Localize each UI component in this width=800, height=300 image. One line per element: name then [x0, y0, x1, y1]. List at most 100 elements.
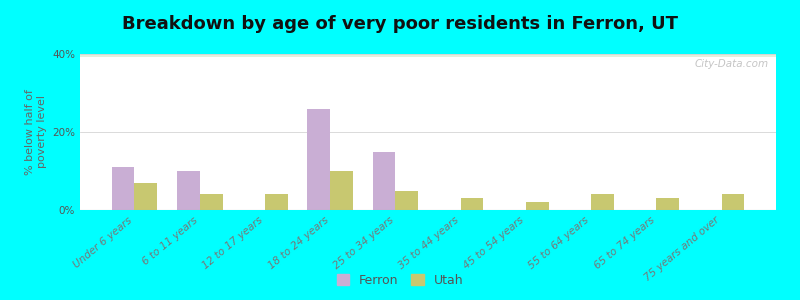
Bar: [80, 54, 776, 56]
Bar: [80, 55, 776, 56]
Bar: [80, 55, 776, 57]
Bar: [80, 55, 776, 57]
Bar: [80, 55, 776, 56]
Bar: [80, 56, 776, 57]
Bar: [80, 56, 776, 57]
Bar: [80, 54, 776, 56]
Bar: [80, 55, 776, 56]
Bar: [80, 56, 776, 57]
Bar: [80, 54, 776, 56]
Bar: [80, 54, 776, 56]
Bar: [80, 55, 776, 57]
Bar: [80, 54, 776, 56]
Bar: [80, 55, 776, 56]
Bar: [80, 56, 776, 57]
Bar: [80, 54, 776, 56]
Y-axis label: % below half of
poverty level: % below half of poverty level: [25, 89, 46, 175]
Bar: [80, 54, 776, 56]
Bar: [80, 56, 776, 57]
Bar: [80, 55, 776, 56]
Bar: [112, 167, 134, 210]
Legend: Ferron, Utah: Ferron, Utah: [333, 270, 467, 291]
Bar: [80, 55, 776, 56]
Bar: [80, 54, 776, 56]
Bar: [80, 55, 776, 56]
Bar: [80, 55, 776, 56]
Bar: [80, 55, 776, 56]
Bar: [80, 56, 776, 57]
Bar: [80, 54, 776, 56]
Bar: [80, 55, 776, 57]
Bar: [80, 55, 776, 56]
Bar: [80, 54, 776, 56]
Bar: [80, 56, 776, 57]
Bar: [80, 55, 776, 56]
Bar: [80, 55, 776, 56]
Bar: [80, 55, 776, 57]
Bar: [80, 54, 776, 56]
Bar: [80, 55, 776, 56]
Bar: [80, 55, 776, 56]
Bar: [80, 54, 776, 56]
Bar: [80, 54, 776, 56]
Bar: [330, 171, 353, 210]
Bar: [80, 55, 776, 56]
Bar: [80, 54, 776, 56]
Bar: [80, 56, 776, 57]
Bar: [80, 54, 776, 56]
Bar: [722, 194, 744, 210]
Bar: [80, 56, 776, 57]
Bar: [80, 55, 776, 57]
Bar: [80, 55, 776, 56]
Bar: [80, 55, 776, 56]
Bar: [80, 55, 776, 57]
Bar: [80, 54, 776, 56]
Bar: [80, 55, 776, 56]
Bar: [80, 54, 776, 56]
Bar: [80, 55, 776, 57]
Bar: [134, 183, 158, 210]
Bar: [80, 56, 776, 57]
Bar: [80, 54, 776, 56]
Bar: [461, 198, 483, 210]
Bar: [80, 55, 776, 57]
Bar: [395, 190, 418, 210]
Text: Breakdown by age of very poor residents in Ferron, UT: Breakdown by age of very poor residents …: [122, 15, 678, 33]
Bar: [80, 56, 776, 57]
Bar: [80, 55, 776, 56]
Bar: [80, 54, 776, 56]
Bar: [80, 56, 776, 57]
Bar: [80, 55, 776, 57]
Bar: [80, 54, 776, 56]
Bar: [80, 55, 776, 56]
Bar: [80, 55, 776, 56]
Bar: [80, 55, 776, 56]
Text: City-Data.com: City-Data.com: [695, 59, 769, 69]
Bar: [177, 171, 200, 210]
Bar: [80, 55, 776, 56]
Bar: [80, 55, 776, 56]
Bar: [80, 55, 776, 56]
Bar: [80, 55, 776, 57]
Bar: [80, 55, 776, 57]
Bar: [80, 55, 776, 56]
Bar: [80, 54, 776, 56]
Bar: [80, 54, 776, 56]
Bar: [80, 55, 776, 57]
Bar: [80, 55, 776, 57]
Bar: [80, 54, 776, 56]
Bar: [80, 55, 776, 57]
Bar: [80, 55, 776, 56]
Bar: [307, 109, 330, 210]
Bar: [80, 55, 776, 56]
Bar: [80, 55, 776, 56]
Bar: [80, 55, 776, 56]
Bar: [80, 55, 776, 57]
Bar: [80, 55, 776, 57]
Bar: [80, 54, 776, 56]
Bar: [80, 56, 776, 57]
Bar: [80, 55, 776, 57]
Bar: [80, 54, 776, 56]
Bar: [656, 198, 679, 210]
Bar: [373, 152, 395, 210]
